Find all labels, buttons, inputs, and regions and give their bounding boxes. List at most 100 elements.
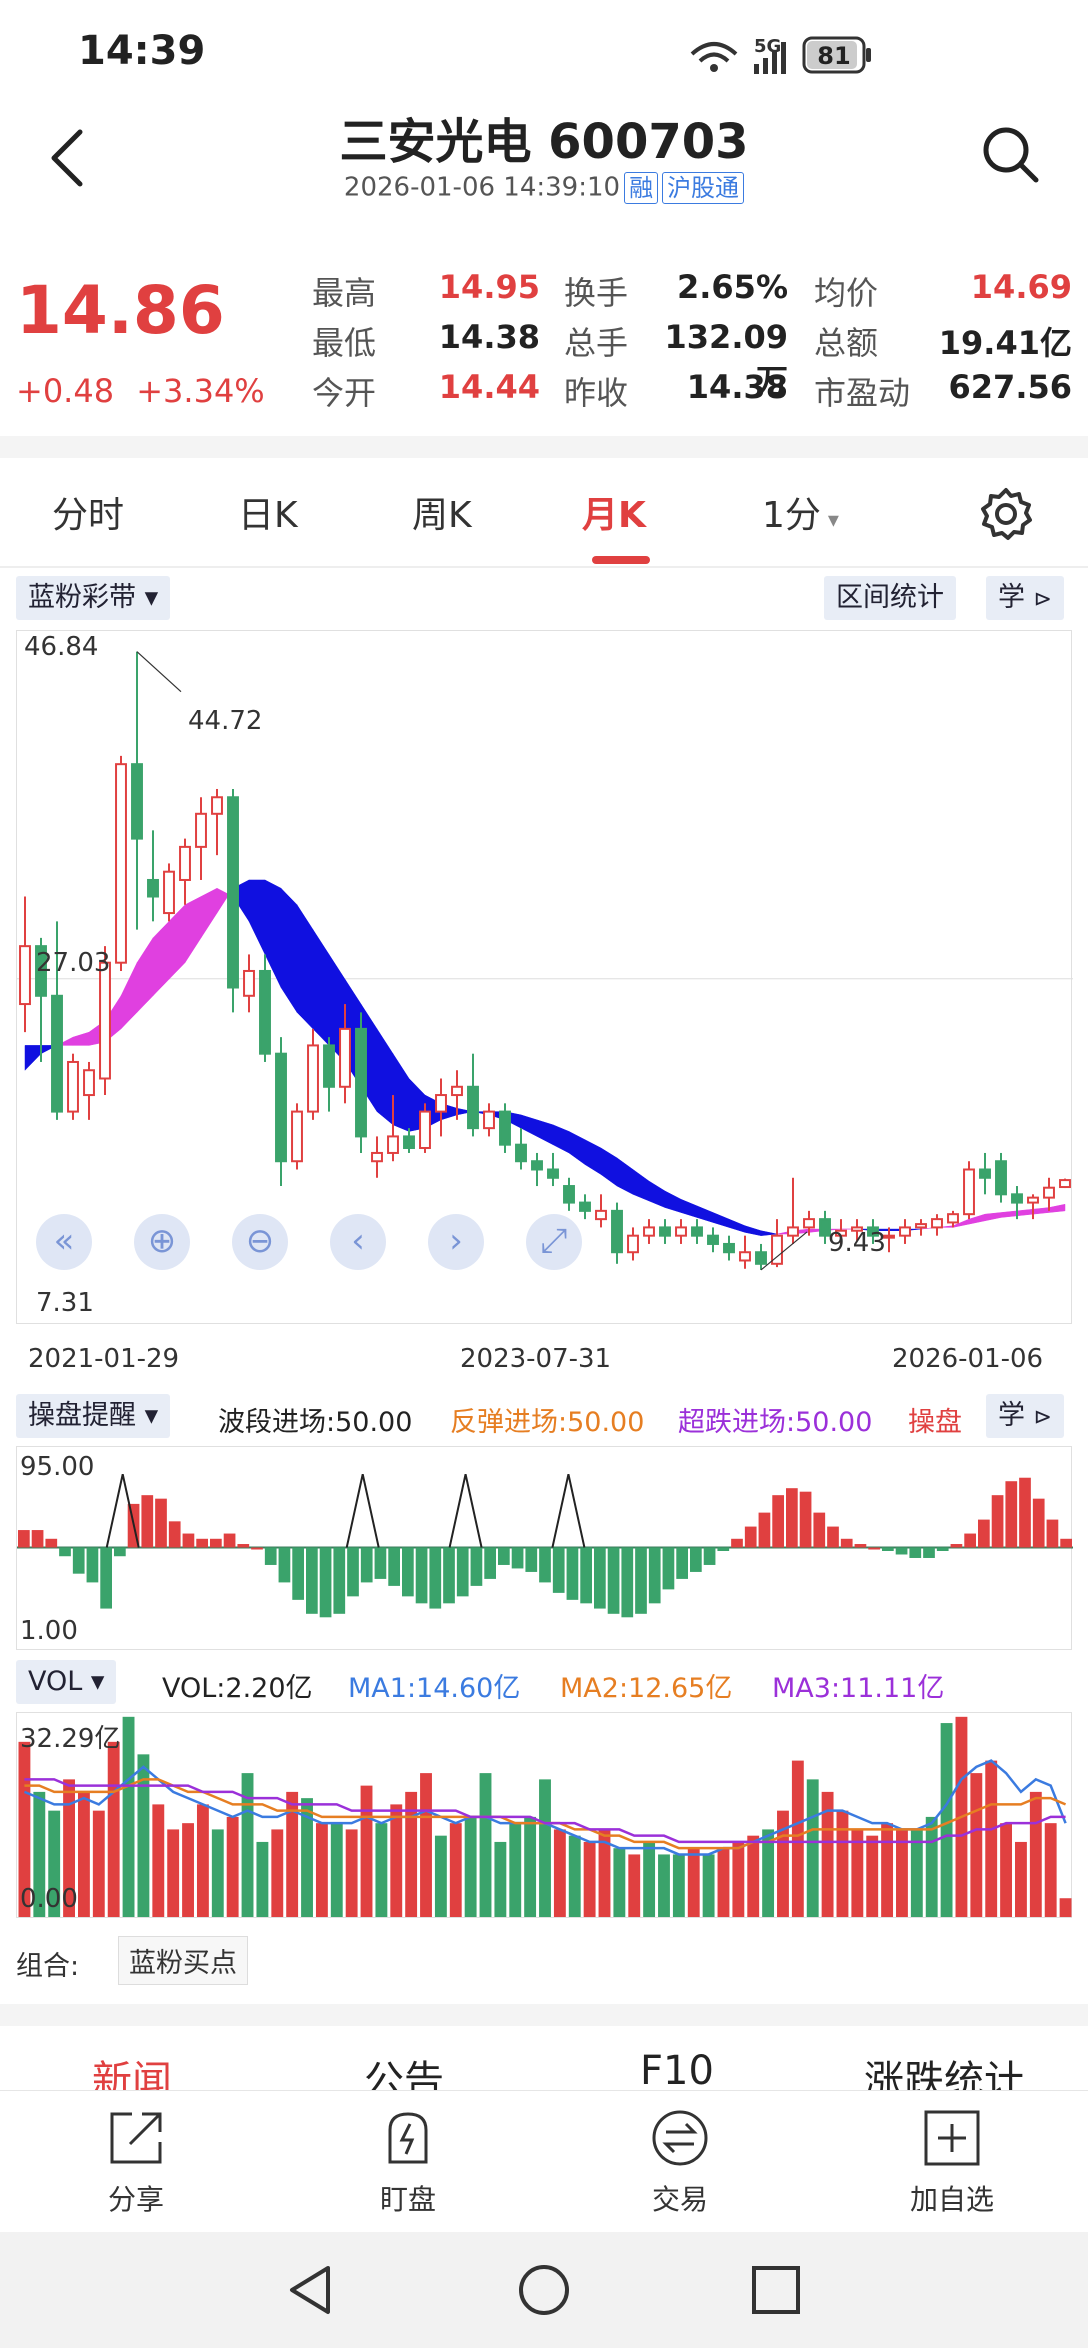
quote-datetime: 2026-01-06 14:39:10 — [343, 172, 621, 203]
candle-body — [1027, 1196, 1039, 1204]
volume-bar — [628, 1854, 641, 1917]
osc-max-label: 95.00 — [20, 1452, 95, 1482]
volume-chart[interactable] — [16, 1712, 1072, 1918]
stat-label: 最高 — [312, 274, 377, 312]
learn-label: 学 — [998, 1400, 1025, 1431]
volume-bar — [405, 1791, 418, 1917]
osc-bar — [552, 1547, 565, 1593]
tab-f10[interactable]: F10 — [640, 2048, 714, 2094]
band-segment — [200, 887, 218, 939]
osc-bar — [1046, 1519, 1059, 1548]
osc-item: 操盘 — [908, 1407, 962, 1438]
vol-svg — [18, 1716, 1072, 1917]
osc-indicator-select[interactable]: 操盘提醒 ▾ — [16, 1394, 171, 1438]
candle-body — [739, 1251, 751, 1262]
fast-back-icon[interactable]: « — [36, 1214, 92, 1270]
osc-bar — [31, 1530, 44, 1548]
zoom-in-icon[interactable]: ⊕ — [134, 1214, 190, 1270]
play-circle-icon: ⊳ — [1033, 1405, 1053, 1430]
osc-bar — [1060, 1538, 1072, 1548]
osc-bar — [909, 1547, 922, 1558]
stat-value: 14.69 — [970, 268, 1072, 306]
volume-bar — [836, 1810, 849, 1917]
osc-bar — [484, 1547, 496, 1579]
connect-tag: 沪股通 — [662, 172, 745, 204]
share-icon — [110, 2112, 162, 2164]
candle-body — [515, 1143, 527, 1163]
vol-indicator-select[interactable]: VOL ▾ — [16, 1660, 117, 1704]
tab-4[interactable]: 1分 ▾ — [762, 486, 839, 546]
osc-bar — [964, 1533, 976, 1548]
right-icon[interactable]: › — [428, 1214, 484, 1270]
volume-bar — [791, 1760, 804, 1917]
osc-bar — [580, 1547, 592, 1604]
combo-chip[interactable]: 蓝粉买点 — [118, 1936, 248, 1985]
osc-item: 波段进场:50.00 — [218, 1407, 413, 1438]
osc-bar — [978, 1519, 990, 1548]
volume-bar — [598, 1829, 611, 1917]
candle-body — [355, 1027, 367, 1138]
tab-3[interactable]: 月K — [582, 486, 646, 546]
band-segment — [712, 1212, 730, 1228]
search-button[interactable] — [976, 120, 1046, 190]
osc-bar — [731, 1538, 743, 1548]
volume-bar — [762, 1829, 775, 1917]
candle-body — [435, 1094, 447, 1113]
candle-body — [339, 1027, 351, 1088]
nav-back-icon[interactable] — [284, 2262, 340, 2318]
osc-bar — [676, 1547, 688, 1579]
candle-body — [1011, 1193, 1023, 1204]
osc-bar — [758, 1512, 771, 1548]
volume-bar — [301, 1798, 313, 1917]
battery-level: 81 — [817, 42, 850, 70]
volume-bar — [330, 1823, 343, 1917]
candle-body — [195, 812, 207, 848]
volume-bar — [970, 1773, 983, 1917]
nav-recents-icon[interactable] — [748, 2262, 804, 2318]
fullscreen-icon[interactable]: ⤢ — [526, 1214, 582, 1270]
volume-bar — [658, 1854, 670, 1917]
band-segment — [552, 1124, 570, 1154]
zoom-out-icon[interactable]: ⊖ — [232, 1214, 288, 1270]
volume-bar — [464, 1816, 477, 1917]
volume-bar — [568, 1835, 581, 1917]
tab-0[interactable]: 分时 — [52, 486, 124, 546]
osc-bar — [1005, 1481, 1018, 1548]
volume-bar — [33, 1791, 46, 1917]
osc-bar — [1019, 1477, 1031, 1548]
add-watchlist-button[interactable]: 加自选 — [882, 2108, 1022, 2218]
osc-bar — [59, 1547, 71, 1557]
band-segment — [312, 928, 330, 1047]
share-button[interactable]: 分享 — [66, 2108, 206, 2218]
osc-chart[interactable] — [16, 1446, 1073, 1650]
range-stats-button[interactable]: 区间统计 — [824, 576, 956, 620]
stat-value: 14.95 — [438, 268, 540, 306]
osc-bar — [566, 1547, 579, 1600]
nav-home-icon[interactable] — [516, 2262, 572, 2318]
watch-button[interactable]: 盯盘 — [338, 2108, 478, 2218]
learn-button[interactable]: 学 ⊳ — [986, 1394, 1065, 1438]
main-indicator-select[interactable]: 蓝粉彩带 ▾ — [16, 576, 171, 620]
candle-body — [403, 1135, 415, 1149]
candle-body — [1059, 1179, 1071, 1189]
candle-body — [483, 1110, 495, 1130]
trade-button[interactable]: 交易 — [610, 2108, 750, 2218]
settings-button[interactable] — [976, 484, 1036, 544]
network-label: 5G — [754, 36, 781, 57]
left-icon[interactable]: ‹ — [330, 1214, 386, 1270]
osc-bar — [86, 1547, 99, 1583]
volume-bar — [211, 1829, 224, 1917]
kline-chart[interactable] — [16, 630, 1073, 1324]
candle-body — [291, 1110, 303, 1163]
learn-button[interactable]: 学 ⊳ — [986, 576, 1065, 620]
back-button[interactable] — [40, 118, 100, 198]
tab-1[interactable]: 日K — [238, 486, 298, 546]
add-watchlist-label: 加自选 — [909, 2183, 994, 2216]
volume-bar — [196, 1804, 209, 1917]
candle-body — [451, 1085, 463, 1097]
tab-2[interactable]: 周K — [412, 486, 472, 546]
osc-bar — [511, 1547, 524, 1569]
volume-bar — [449, 1823, 462, 1917]
kline-max-label: 46.84 — [24, 632, 99, 662]
osc-bar — [840, 1538, 853, 1548]
